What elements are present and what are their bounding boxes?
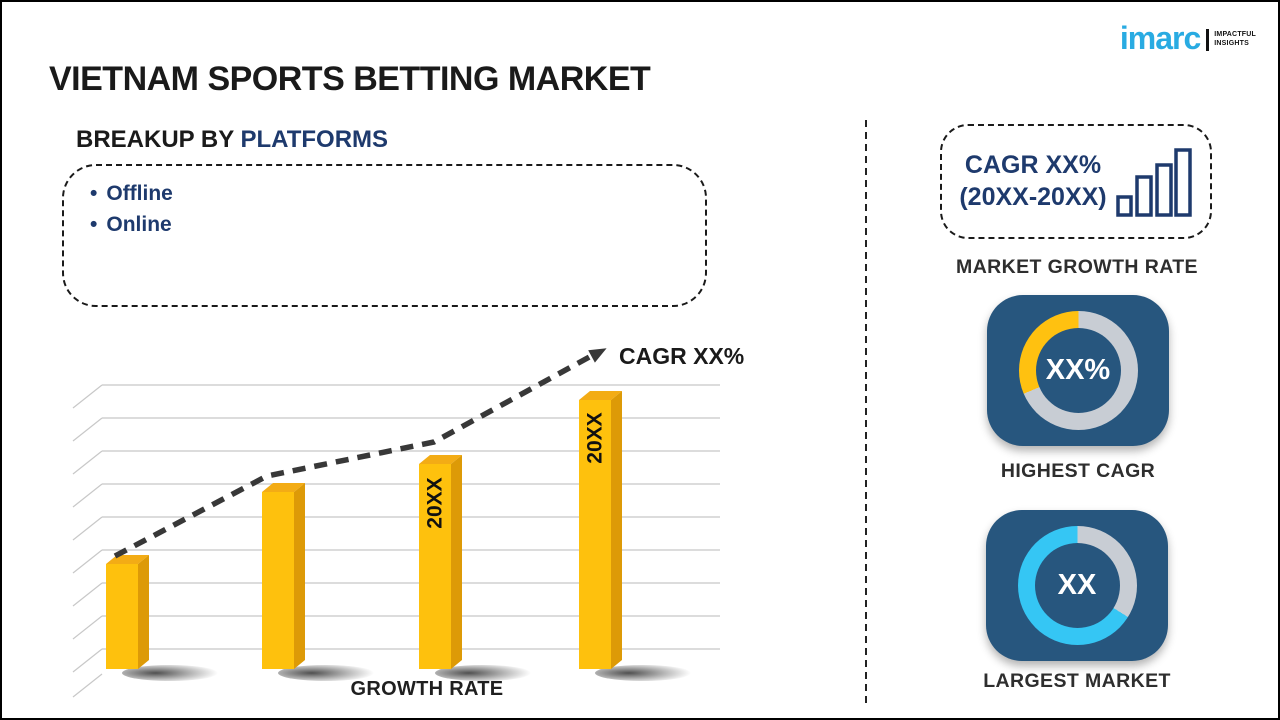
chart-cagr-annotation: CAGR XX% bbox=[619, 343, 744, 369]
growth-box-period: (20XX-20XX) bbox=[959, 182, 1107, 211]
chart-x-axis-label: GROWTH RATE bbox=[350, 678, 504, 700]
highest-cagr-card: XX% bbox=[987, 295, 1169, 446]
breakup-heading: BREAKUP BY PLATFORMS bbox=[76, 126, 388, 154]
bar-4-label: 20XX bbox=[584, 412, 607, 463]
growth-rate-bar-chart: 20XX 20XX CAGR XX% bbox=[72, 343, 744, 698]
logo-divider bbox=[1206, 29, 1210, 51]
market-growth-rate-label: MARKET GROWTH RATE bbox=[956, 256, 1198, 278]
highest-cagr-donut: XX% bbox=[1018, 311, 1138, 430]
bar-1 bbox=[106, 555, 149, 669]
highest-cagr-label: HIGHEST CAGR bbox=[1000, 460, 1156, 482]
largest-market-card: XX bbox=[986, 510, 1168, 661]
chart-gridlines bbox=[72, 384, 720, 698]
platforms-list-box: Offline Online bbox=[62, 164, 707, 307]
platform-item-offline: Offline bbox=[90, 178, 705, 209]
section-divider bbox=[865, 120, 867, 704]
highest-cagr-value: XX% bbox=[1035, 328, 1121, 413]
bar-shadows bbox=[122, 665, 691, 681]
imarc-logo-wordmark: imarc bbox=[1119, 20, 1201, 56]
largest-market-label: LARGEST MARKET bbox=[983, 670, 1171, 692]
bar-2 bbox=[262, 483, 305, 669]
bar-3-label: 20XX bbox=[424, 477, 447, 528]
trend-arrow bbox=[113, 348, 607, 559]
arrowhead-icon bbox=[588, 348, 607, 363]
breakup-heading-highlight: PLATFORMS bbox=[240, 126, 389, 153]
imarc-logo: imarc IMPACTFUL INSIGHTS bbox=[1120, 22, 1256, 54]
growth-bars-icon bbox=[1115, 147, 1192, 217]
logo-tagline-line2: INSIGHTS bbox=[1214, 40, 1249, 47]
growth-box-text: CAGR XX% (20XX-20XX) bbox=[959, 150, 1106, 213]
market-growth-rate-box: CAGR XX% (20XX-20XX) bbox=[940, 124, 1212, 239]
largest-market-donut: XX bbox=[1017, 526, 1137, 645]
platform-item-online: Online bbox=[90, 209, 705, 240]
logo-tagline-line1: IMPACTFUL bbox=[1214, 31, 1256, 39]
page-title: VIETNAM SPORTS BETTING MARKET bbox=[49, 60, 651, 98]
bar-series: 20XX 20XX bbox=[106, 391, 622, 669]
breakup-heading-prefix: BREAKUP BY bbox=[76, 126, 241, 153]
growth-box-cagr: CAGR XX% bbox=[964, 151, 1102, 180]
bar-4: 20XX bbox=[579, 391, 622, 669]
bar-3: 20XX bbox=[419, 455, 462, 669]
largest-market-value: XX bbox=[1034, 543, 1120, 628]
logo-tagline: IMPACTFUL INSIGHTS bbox=[1214, 31, 1256, 49]
